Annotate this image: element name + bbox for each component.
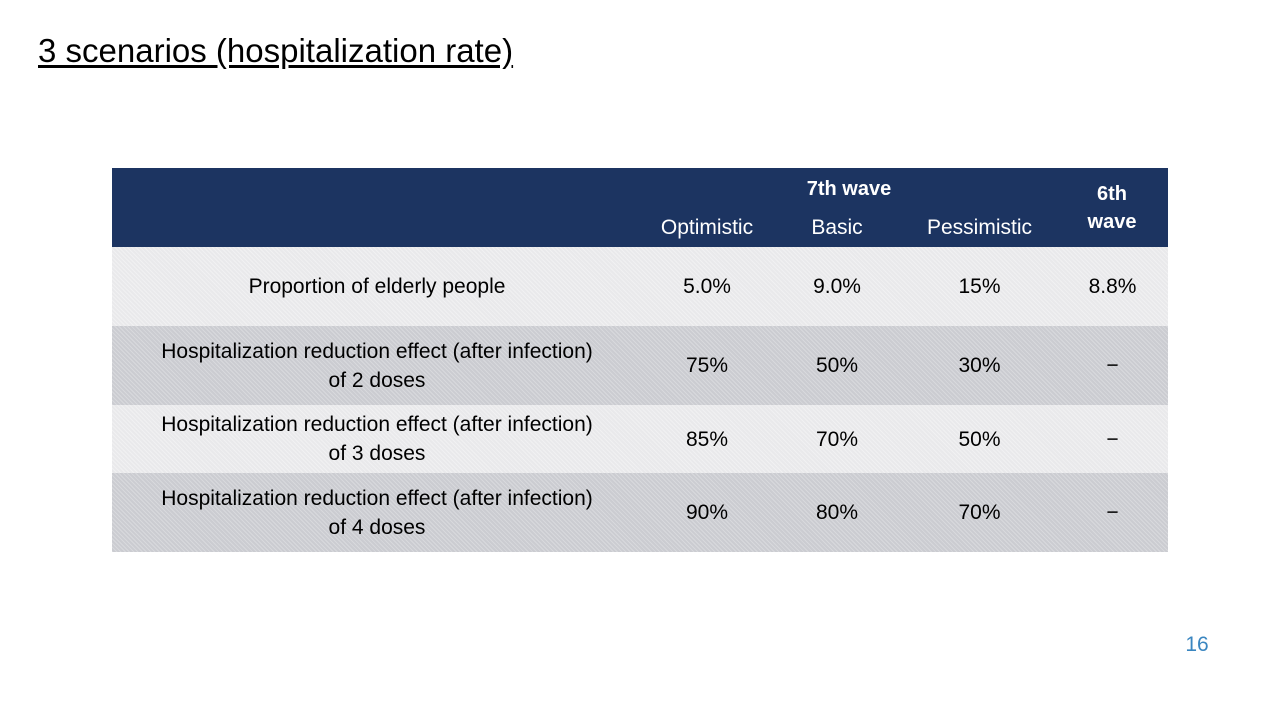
table-row-3-doses: Hospitalization reduction effect (after … — [112, 405, 1168, 473]
cell-optimistic: 85% — [685, 427, 729, 451]
cell-pessimistic: 30% — [958, 354, 1001, 377]
cell-6th-wave: − — [1106, 501, 1119, 524]
page-number: 16 — [1185, 633, 1209, 656]
row-label: Hospitalization reduction effect (after … — [161, 339, 593, 392]
cell-optimistic: 90% — [685, 501, 729, 524]
table-header: 7th wave Optimistic Basic Pessimistic 6t… — [112, 168, 1168, 247]
cell-optimistic: 75% — [685, 354, 729, 377]
header-group-7th-wave: 7th wave — [806, 178, 892, 200]
table-row-elderly-proportion: Proportion of elderly people 5.0% 9.0% 1… — [112, 247, 1168, 326]
header-basic: Basic — [811, 216, 863, 239]
cell-pessimistic: 15% — [958, 275, 1001, 298]
table-row-2-doses: Hospitalization reduction effect (after … — [112, 326, 1168, 405]
header-pessimistic: Pessimistic — [926, 216, 1032, 239]
cell-6th-wave: 8.8% — [1088, 275, 1137, 298]
cell-optimistic: 5.0% — [683, 275, 731, 298]
cell-6th-wave: − — [1106, 354, 1119, 377]
cell-pessimistic: 70% — [958, 501, 1001, 524]
scenario-table: 7th wave Optimistic Basic Pessimistic 6t… — [112, 168, 1168, 552]
row-label: Proportion of elderly people — [248, 275, 506, 298]
header-6th-wave: 6th wave — [1087, 183, 1137, 233]
cell-basic: 9.0% — [813, 275, 861, 298]
slide-title: 3 scenarios (hospitalization rate) — [38, 32, 514, 69]
cell-6th-wave: − — [1106, 427, 1119, 451]
row-label: Hospitalization reduction effect (after … — [161, 413, 593, 465]
cell-basic: 80% — [815, 501, 859, 524]
row-label: Hospitalization reduction effect (after … — [161, 486, 593, 539]
cell-basic: 50% — [815, 354, 859, 377]
cell-pessimistic: 50% — [958, 427, 1001, 451]
header-optimistic: Optimistic — [660, 216, 754, 239]
table-row-4-doses: Hospitalization reduction effect (after … — [112, 473, 1168, 552]
cell-basic: 70% — [815, 427, 859, 451]
